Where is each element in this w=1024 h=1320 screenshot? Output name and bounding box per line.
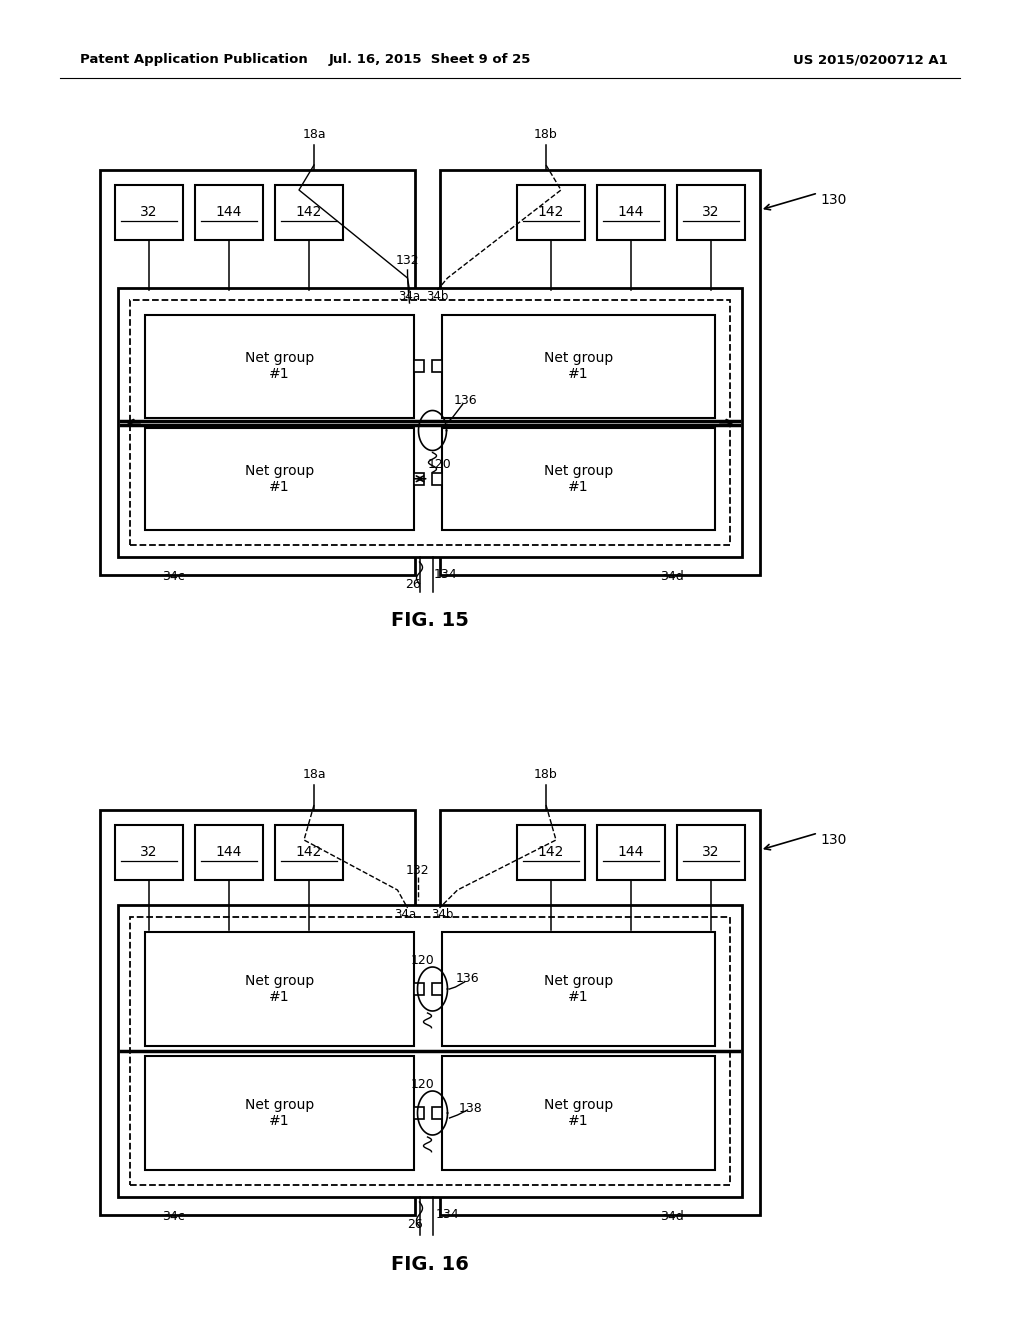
Bar [275,825,343,880]
Text: 34d: 34d [660,570,684,583]
Text: 18a: 18a [302,768,326,781]
Bar [414,983,424,995]
Bar [195,825,263,880]
Bar [441,932,715,1045]
Bar [118,288,742,557]
Text: 34c: 34c [162,1210,184,1224]
Bar [440,810,760,1214]
Bar [597,185,665,240]
Bar [414,1107,424,1119]
Bar [677,825,745,880]
Bar [195,185,263,240]
Bar [414,360,424,372]
Bar [431,473,441,484]
Text: Net group
#1: Net group #1 [245,974,314,1005]
Bar [115,825,183,880]
Text: 26: 26 [408,1218,423,1232]
Text: 142: 142 [538,846,564,859]
Text: Net group
#1: Net group #1 [544,1098,613,1129]
Bar [431,983,441,995]
Text: 132: 132 [395,253,419,267]
Text: 32: 32 [702,206,720,219]
Bar [100,810,415,1214]
Text: 132: 132 [406,863,429,876]
Text: 142: 142 [538,206,564,219]
Text: 32: 32 [702,846,720,859]
Bar [677,185,745,240]
Text: 144: 144 [617,846,644,859]
Text: 144: 144 [216,206,243,219]
Text: 34c: 34c [162,570,184,583]
Text: 32: 32 [140,846,158,859]
Bar [275,185,343,240]
Text: 136: 136 [454,393,477,407]
Text: 138: 138 [459,1101,482,1114]
Text: 18b: 18b [535,128,558,141]
Text: Net group
#1: Net group #1 [544,351,613,381]
Text: Jul. 16, 2015  Sheet 9 of 25: Jul. 16, 2015 Sheet 9 of 25 [329,54,531,66]
Text: US 2015/0200712 A1: US 2015/0200712 A1 [793,54,947,66]
Text: 130: 130 [820,193,847,207]
Text: 130: 130 [820,833,847,847]
Text: 34b: 34b [426,289,449,302]
Bar [441,1056,715,1170]
Text: FIG. 15: FIG. 15 [391,610,469,630]
Text: 26: 26 [404,578,421,591]
Bar [115,185,183,240]
Text: 34a: 34a [398,289,421,302]
Text: 34a: 34a [394,908,417,921]
Bar [100,170,415,576]
Bar [440,170,760,576]
Text: 120: 120 [411,1078,434,1092]
Bar [414,473,424,484]
Bar [431,1107,441,1119]
Text: FIG. 16: FIG. 16 [391,1255,469,1275]
Text: 32: 32 [140,206,158,219]
Text: 144: 144 [617,206,644,219]
Text: Net group
#1: Net group #1 [544,974,613,1005]
Text: 136: 136 [456,973,479,986]
Bar [130,917,730,1185]
Bar [145,428,414,531]
Bar [130,300,730,545]
Text: Net group
#1: Net group #1 [245,463,314,494]
Bar [145,1056,414,1170]
Text: 134: 134 [434,569,458,582]
Bar [118,906,742,1197]
Text: 18b: 18b [535,768,558,781]
Text: 120: 120 [411,954,434,968]
Bar [517,825,585,880]
Bar [431,360,441,372]
Text: Net group
#1: Net group #1 [245,1098,314,1129]
Bar [517,185,585,240]
Text: 142: 142 [296,846,323,859]
Text: Net group
#1: Net group #1 [245,351,314,381]
Text: Patent Application Publication: Patent Application Publication [80,54,308,66]
Text: 34b: 34b [431,908,454,921]
Text: 142: 142 [296,206,323,219]
Bar [145,932,414,1045]
Text: 120: 120 [428,458,452,471]
Bar [441,315,715,417]
Text: 144: 144 [216,846,243,859]
Text: Net group
#1: Net group #1 [544,463,613,494]
Bar [441,428,715,531]
Text: 18a: 18a [302,128,326,141]
Text: 34d: 34d [660,1210,684,1224]
Bar [597,825,665,880]
Bar [145,315,414,417]
Text: 134: 134 [435,1209,460,1221]
